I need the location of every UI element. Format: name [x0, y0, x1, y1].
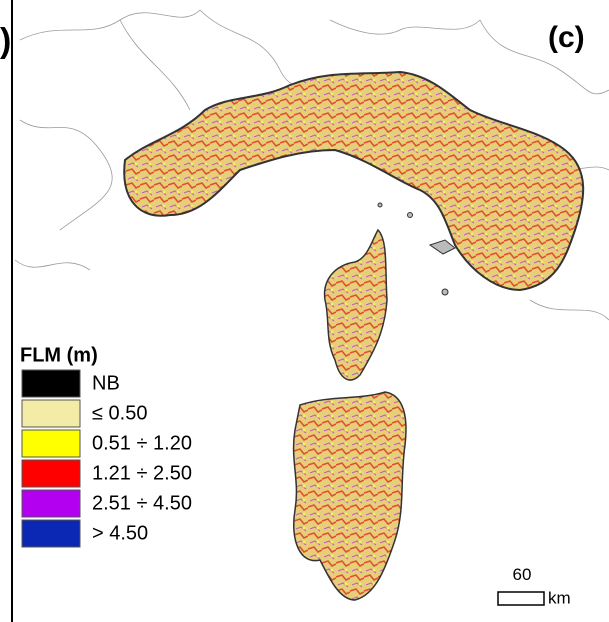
legend-swatch	[22, 400, 80, 427]
legend-title: FLM (m)	[20, 344, 98, 366]
legend-label: 2.51 ÷ 4.50	[92, 492, 192, 514]
legend: NB ≤ 0.50 0.51 ÷ 1.20 1.21 ÷ 2.50 2.51 ÷ 4.5…	[22, 370, 192, 547]
prev-panel-fragment: )	[0, 22, 11, 60]
legend-label: ≤ 0.50	[92, 402, 147, 424]
scale-unit: km	[548, 588, 571, 607]
scale-bar	[498, 592, 544, 605]
legend-swatch	[22, 430, 80, 457]
legend-swatch	[22, 370, 80, 397]
mainland-region	[124, 72, 583, 290]
scale-value: 60	[513, 565, 532, 584]
legend-swatch	[22, 460, 80, 487]
sardinia	[294, 392, 406, 600]
legend-label: 0.51 ÷ 1.20	[92, 432, 192, 454]
panel-label: (c)	[548, 21, 585, 54]
corsica	[325, 230, 387, 380]
legend-label: NB	[92, 372, 120, 394]
map: ) (c) FLM (m) NB ≤ 0.50 0.51 ÷ 1.20 1.21 ÷ …	[0, 0, 609, 622]
page: {"panel_label": "(c)", "legend": {"title…	[0, 0, 609, 622]
legend-swatch	[22, 520, 80, 547]
legend-label: 1.21 ÷ 2.50	[92, 462, 192, 484]
legend-swatch	[22, 490, 80, 517]
legend-label: > 4.50	[92, 522, 148, 544]
